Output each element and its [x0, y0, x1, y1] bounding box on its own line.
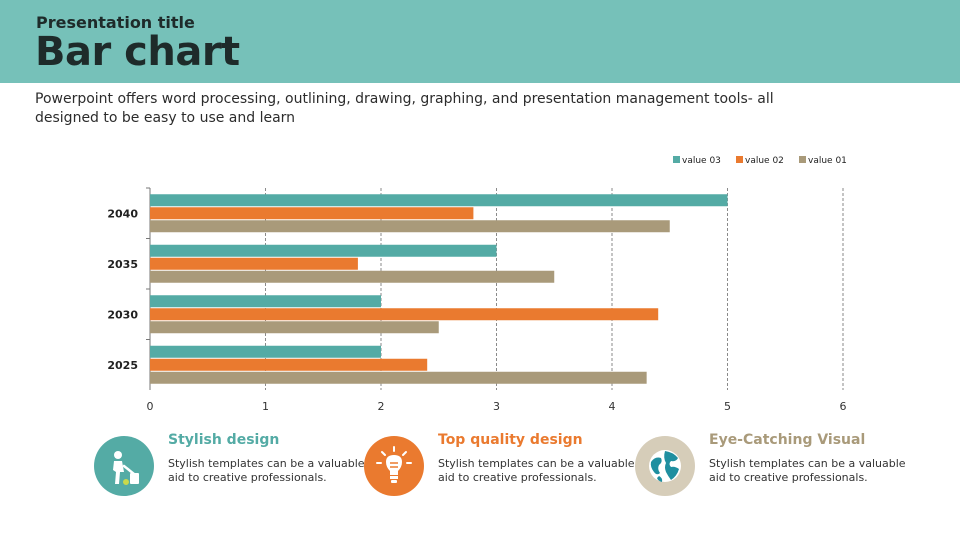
bar-value02-2040: [150, 207, 474, 220]
bar-value01-2025: [150, 371, 647, 384]
feature-body: Stylish templates can be a valuable aid …: [438, 457, 635, 484]
x-tick-label: 3: [493, 400, 500, 413]
y-tick-label: 2025: [107, 359, 138, 372]
bar-value03-2030: [150, 295, 381, 308]
feature-eye-catching: Eye-Catching Visual Stylish templates ca…: [635, 432, 906, 512]
feature-title: Stylish design: [168, 432, 280, 448]
header-band: [0, 0, 960, 83]
slide-description: Powerpoint offers word processing, outli…: [35, 91, 774, 126]
legend-label: value 02: [745, 156, 784, 166]
slide-title: Bar chart: [35, 29, 240, 75]
x-tick-label: 5: [724, 400, 731, 413]
feature-body: Stylish templates can be a valuable aid …: [709, 457, 906, 484]
legend-swatch: [736, 156, 743, 163]
x-tick-label: 6: [840, 400, 847, 413]
legend-swatch: [799, 156, 806, 163]
recycle-person-icon: [94, 436, 154, 496]
y-tick-label: 2030: [107, 308, 138, 321]
bar-value01-2030: [150, 321, 439, 334]
bar-value03-2040: [150, 194, 728, 207]
y-tick-label: 2040: [107, 207, 138, 220]
presentation-kicker: Presentation title: [36, 13, 195, 32]
bar-value02-2035: [150, 257, 358, 270]
bar-value02-2030: [150, 308, 659, 321]
legend-swatch: [673, 156, 680, 163]
x-tick-label: 4: [609, 400, 616, 413]
legend-label: value 01: [808, 156, 847, 166]
feature-title: Top quality design: [438, 432, 583, 448]
bar-value02-2025: [150, 358, 428, 371]
globe-icon: [635, 436, 695, 496]
bar-chart: 0 1 2 3 4 5 6 2025 2030 2035 2040 value 03 value 02 v…: [107, 156, 847, 413]
bar-value03-2025: [150, 345, 381, 358]
feature-body: Stylish templates can be a valuable aid …: [168, 457, 365, 484]
x-tick-label: 0: [147, 400, 154, 413]
x-tick-label: 2: [378, 400, 385, 413]
feature-title: Eye-Catching Visual: [709, 432, 866, 448]
bar-value01-2035: [150, 270, 555, 283]
lightbulb-icon: [364, 436, 424, 496]
bar-value03-2035: [150, 244, 497, 257]
y-tick-label: 2035: [107, 258, 138, 271]
feature-top-quality: Top quality design Stylish templates can…: [364, 432, 635, 512]
legend-label: value 03: [682, 156, 721, 166]
x-tick-label: 1: [262, 400, 269, 413]
bar-value01-2040: [150, 220, 670, 233]
feature-stylish-design: Stylish design Stylish templates can be …: [94, 432, 365, 512]
